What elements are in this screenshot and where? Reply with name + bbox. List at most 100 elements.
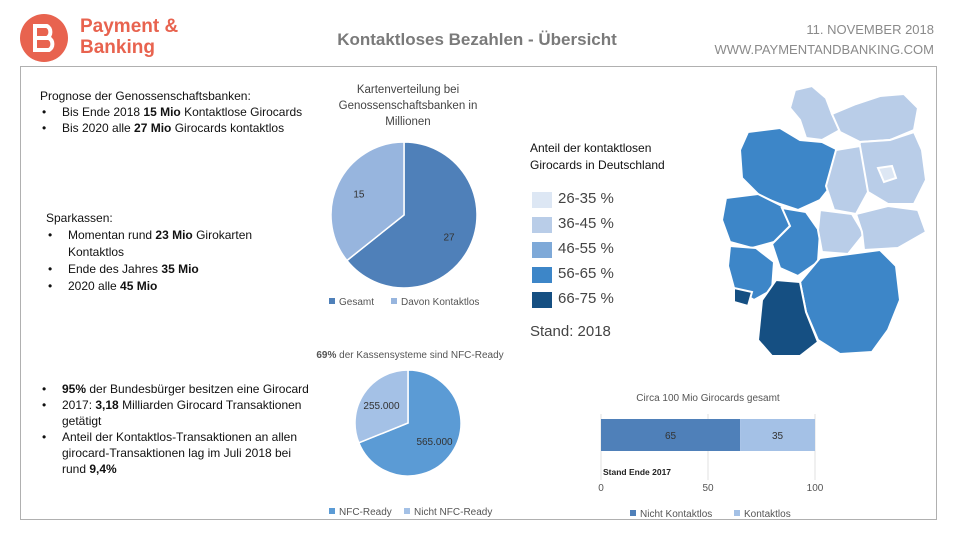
map-region xyxy=(830,92,920,144)
text-span: 2017: xyxy=(62,398,96,412)
pie-slices: 565.000 255.000 xyxy=(354,369,462,477)
bar-segments: 65 35 xyxy=(600,414,816,480)
data-label: 35 xyxy=(772,431,784,442)
text-span: Momentan rund xyxy=(68,228,156,242)
text-span: Milliarden Girocard Transaktionen getäti… xyxy=(62,398,302,428)
bold-value: 15 Mio xyxy=(143,105,181,119)
text-span: der Bundesbürger besitzen eine Girocard xyxy=(86,382,309,396)
bold-value: 3,18 xyxy=(95,398,119,412)
data-label: 27 xyxy=(443,233,455,244)
title-bold: 69% xyxy=(316,350,336,361)
legend-swatch xyxy=(630,510,636,516)
content-frame xyxy=(20,66,937,520)
legend-title-line: Anteil der kontaktlosen xyxy=(530,141,652,155)
map-region xyxy=(770,206,822,278)
legend-swatch xyxy=(734,510,740,516)
text-span: Kontaktlose Girocards xyxy=(180,105,303,119)
chart-title-line: Kartenverteilung bei xyxy=(357,84,459,96)
bold-value: 35 Mio xyxy=(161,262,199,276)
sparkassen-heading: Sparkassen: xyxy=(46,211,113,225)
map-stand: Stand: 2018 xyxy=(530,323,611,340)
chart-title: Circa 100 Mio Girocards gesamt xyxy=(636,393,780,404)
stacked-bar-chart: Circa 100 Mio Girocards gesamt 65 35 Stan… xyxy=(598,393,824,520)
text-span: 2020 alle xyxy=(68,279,121,293)
bold-value: 95% xyxy=(62,382,87,396)
bold-value: 45 Mio xyxy=(120,279,158,293)
logo-line-2: Banking xyxy=(80,37,155,58)
map-region xyxy=(733,286,754,308)
genossenschaft-block: Prognose der Genossenschaftsbanken: Bis … xyxy=(40,88,330,136)
map-region xyxy=(738,126,840,212)
facts-block: 95% der Bundesbürger besitzen eine Giroc… xyxy=(40,381,310,477)
legend-label: Gesamt xyxy=(339,297,374,308)
data-label: 65 xyxy=(665,431,677,442)
legend-swatch xyxy=(329,298,335,304)
legend-label: NFC-Ready xyxy=(339,507,392,518)
bullet-item: Anteil der Kontaktlos-Transaktionen an a… xyxy=(40,429,310,477)
text-span: Girocards kontaktlos xyxy=(171,121,285,135)
chart-title-line: Millionen xyxy=(385,116,430,128)
bullet-item: Bis 2020 alle 27 Mio Girocards kontaktlo… xyxy=(40,120,330,136)
sparkassen-block: Sparkassen: Momentan rund 23 Mio Girokar… xyxy=(46,210,296,295)
header-meta: 11. NOVEMBER 2018 WWW.PAYMENTANDBANKING.… xyxy=(714,20,934,60)
legend-label: Nicht Kontaktlos xyxy=(640,509,712,520)
bar-segment xyxy=(601,419,741,451)
legend-label: Davon Kontaktlos xyxy=(401,297,479,308)
map-region xyxy=(876,164,898,184)
pie-chart-nfc: 69% der Kassensysteme sind NFC-Ready 565… xyxy=(316,350,503,518)
logo-icon xyxy=(20,14,68,62)
text-span: Girokarten Kontaktlos xyxy=(68,228,253,259)
logo-wordmark: Payment & Banking xyxy=(80,16,178,58)
legend-swatch xyxy=(329,508,335,514)
chart-title: 69% der Kassensysteme sind NFC-Ready xyxy=(316,350,503,361)
legend-swatch xyxy=(404,508,410,514)
data-label: 565.000 xyxy=(416,437,453,448)
category-label: Stand Ende 2017 xyxy=(603,467,671,477)
legend-swatch xyxy=(532,292,552,308)
bullet-item: Bis Ende 2018 15 Mio Kontaktlose Girocar… xyxy=(40,104,330,120)
x-tick-label: 0 xyxy=(598,483,604,494)
website-link[interactable]: WWW.PAYMENTANDBANKING.COM xyxy=(714,42,934,57)
legend-label: Kontaktlos xyxy=(744,509,791,520)
page-title: Kontaktloses Bezahlen - Übersicht xyxy=(337,30,617,49)
title-rest: der Kassensysteme sind NFC-Ready xyxy=(336,350,503,361)
x-tick-label: 100 xyxy=(807,483,824,494)
text-span: Bis Ende 2018 xyxy=(62,105,144,119)
legend-swatch xyxy=(532,217,552,233)
legend-label: 36-45 % xyxy=(558,215,614,232)
x-tick-label: 50 xyxy=(702,483,714,494)
data-label: 255.000 xyxy=(363,401,400,412)
bold-value: 27 Mio xyxy=(134,121,172,135)
text-span: Bis 2020 alle xyxy=(62,121,135,135)
bold-value: 23 Mio xyxy=(155,228,193,242)
pie-slice xyxy=(354,369,409,444)
text-span: Ende des Jahres xyxy=(68,262,162,276)
legend-swatch xyxy=(532,192,552,208)
map-region xyxy=(854,204,928,252)
map-region xyxy=(756,278,820,357)
brand-logo: Payment & Banking xyxy=(20,14,190,62)
text-span: Anteil der Kontaktlos-Transaktionen an a… xyxy=(62,430,298,476)
legend-label: Nicht NFC-Ready xyxy=(414,507,492,518)
legend-swatch xyxy=(391,298,397,304)
legend-swatch xyxy=(532,267,552,283)
publish-date: 11. NOVEMBER 2018 xyxy=(806,22,934,37)
bullet-item: 2020 alle 45 Mio xyxy=(46,278,296,295)
legend-label: 46-55 % xyxy=(558,240,614,257)
chart-title-line: Genossenschaftsbanken in xyxy=(339,100,478,112)
legend-title-line: Girocards in Deutschland xyxy=(530,158,665,172)
bullet-item: Ende des Jahres 35 Mio xyxy=(46,261,296,278)
bullet-item: 95% der Bundesbürger besitzen eine Giroc… xyxy=(40,381,310,397)
pie-chart-genossenschaft: Kartenverteilung bei Genossenschaftsbank… xyxy=(329,84,479,308)
genossenschaft-heading: Prognose der Genossenschaftsbanken: xyxy=(40,89,251,103)
map-region xyxy=(726,244,776,302)
map-region xyxy=(788,84,842,142)
legend-label: 66-75 % xyxy=(558,290,614,307)
bold-value: 9,4% xyxy=(89,462,117,476)
map-legend-title: Anteil der kontaktlosen Girocards in Deu… xyxy=(530,140,665,174)
bullet-item: Momentan rund 23 Mio Girokarten Kontaktl… xyxy=(46,227,296,261)
bullet-item: 2017: 3,18 Milliarden Girocard Transakti… xyxy=(40,397,310,429)
pie-slice xyxy=(357,369,462,477)
